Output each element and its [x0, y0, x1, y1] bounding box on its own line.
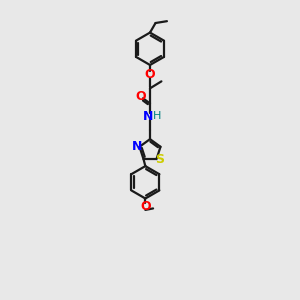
Text: N: N — [143, 110, 154, 123]
Text: H: H — [153, 111, 161, 121]
Text: O: O — [145, 68, 155, 81]
Text: S: S — [155, 153, 164, 166]
Text: N: N — [132, 140, 142, 153]
Text: O: O — [140, 200, 151, 213]
Text: O: O — [135, 90, 146, 103]
